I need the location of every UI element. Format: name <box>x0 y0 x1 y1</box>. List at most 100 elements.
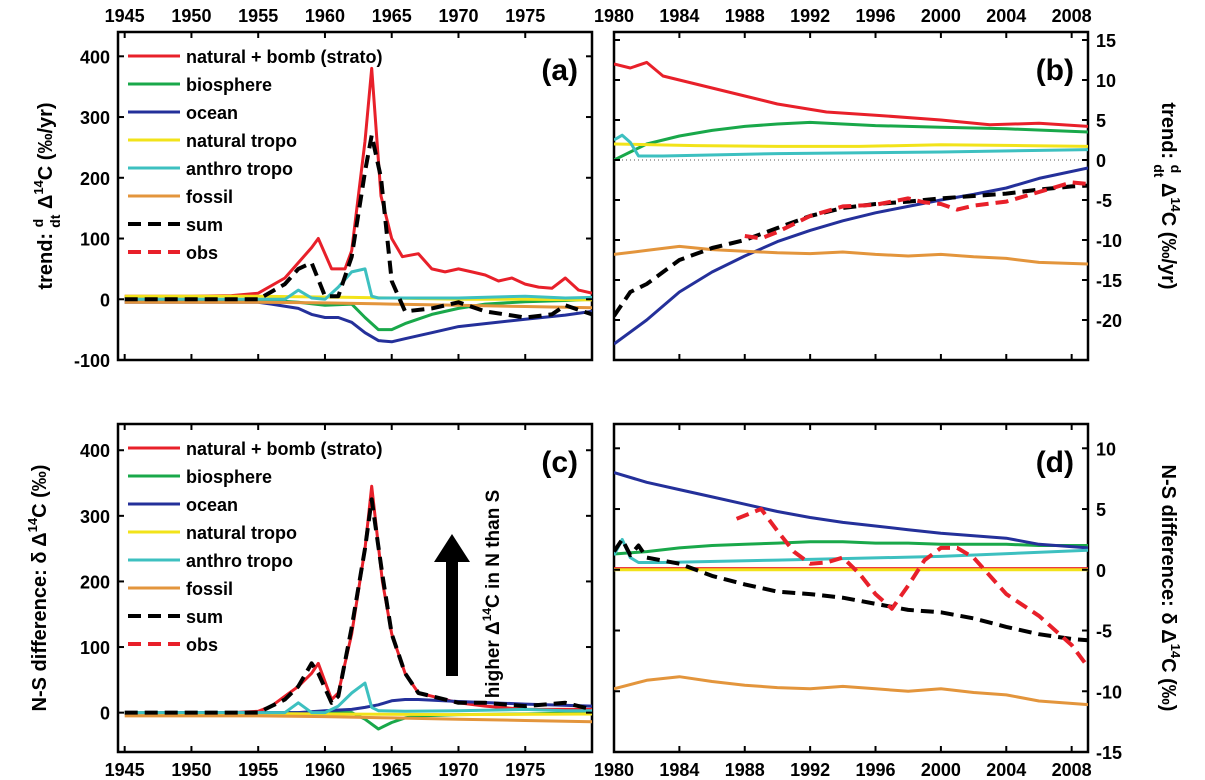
panel-c-xtick-label: 1950 <box>171 760 211 780</box>
panel-a-legend-label-sum: sum <box>186 215 223 235</box>
panel-c-xtick-label: 1970 <box>438 760 478 780</box>
panel-c-ytick-label: 100 <box>80 638 110 658</box>
panel-c-xtick-label: 1975 <box>505 760 545 780</box>
panel-a-legend-label-biosphere: biosphere <box>186 75 272 95</box>
panel-a-legend-label-natural-tropo: natural tropo <box>186 131 297 151</box>
panel-a-legend-label-ocean: ocean <box>186 103 238 123</box>
panel-a-xtick-label: 1960 <box>305 6 345 26</box>
panel-b-ytick-label: 5 <box>1096 111 1106 131</box>
panel-c-annotation: higher Δ14C in N than S <box>480 490 504 699</box>
panel-a-ytick-label: 200 <box>80 169 110 189</box>
panel-c-ytick-label: 200 <box>80 572 110 592</box>
panel-d-ytick-label: -5 <box>1096 622 1112 642</box>
panel-d-series-sum <box>614 537 1088 643</box>
panel-b-series-anthro-tropo <box>614 133 1088 158</box>
panel-b-xtick-label: 1988 <box>725 6 765 26</box>
panel-c-xtick-label: 1955 <box>238 760 278 780</box>
panel-d-series-anthro-tropo <box>614 537 1088 564</box>
panel-a-legend-label-anthro-tropo: anthro tropo <box>186 159 293 179</box>
panel-a-ytick-label: -100 <box>74 351 110 371</box>
panel-b-xtick-label: 1992 <box>790 6 830 26</box>
panel-b-ylabel: trend: ddt Δ14C (‰/yr) <box>1151 102 1184 289</box>
panel-b-xtick-label: 1980 <box>594 6 634 26</box>
panel-b-ytick-label: -5 <box>1096 191 1112 211</box>
panel-c-ytick-label: 0 <box>100 704 110 724</box>
panel-d-frame <box>612 422 1090 754</box>
panel-d-series-ocean <box>614 471 1088 550</box>
panel-a-ytick-label: 400 <box>80 47 110 67</box>
panel-b-frame <box>612 30 1090 362</box>
panel-a-legend-label-obs: obs <box>186 243 218 263</box>
panel-b-series-fossil <box>614 244 1088 266</box>
panel-b-xtick-label: 2000 <box>921 6 961 26</box>
panel-d-xtick-label: 1988 <box>725 760 765 780</box>
panel-b-xtick-label: 2008 <box>1052 6 1092 26</box>
panel-a-series-ocean <box>124 300 592 344</box>
panel-c-frame <box>116 422 594 754</box>
panel-c-series-fossil <box>124 714 592 724</box>
panel-a-frame <box>116 30 594 362</box>
panel-b-ytick-label: -15 <box>1096 271 1122 291</box>
panel-d-series-obs <box>735 507 1088 669</box>
panel-c-ylabel: N-S difference: δ Δ14C (‰) <box>25 465 51 712</box>
svg-text:trend: ddt Δ14C (‰/yr): trend: ddt Δ14C (‰/yr) <box>30 102 63 289</box>
panel-b-series-natural-bomb-strato <box>614 60 1088 128</box>
panel-d-xtick-label: 2004 <box>986 760 1026 780</box>
panel-c-legend-label-biosphere: biosphere <box>186 467 272 487</box>
panel-c-legend-label-sum: sum <box>186 607 223 627</box>
panel-d-ylabel: N-S difference: δ Δ14C (‰) <box>1157 465 1183 712</box>
panel-c-series-anthro-tropo <box>124 681 592 715</box>
panel-a-letter: (a) <box>541 54 578 87</box>
panel-c-ytick-label: 400 <box>80 441 110 461</box>
panel-b-xtick-label: 1984 <box>659 6 699 26</box>
panel-d-xtick-label: 2000 <box>921 760 961 780</box>
panel-c-xtick-label: 1965 <box>372 760 412 780</box>
panel-a-series-anthro-tropo <box>124 267 592 301</box>
panel-d-ytick-label: 10 <box>1096 439 1116 459</box>
panel-b-series-obs <box>744 180 1088 241</box>
panel-c-series-sum <box>124 497 592 715</box>
panel-c-legend-label-fossil: fossil <box>186 579 233 599</box>
panel-c-xtick-label: 1960 <box>305 760 345 780</box>
up-arrow-icon <box>434 534 470 676</box>
panel-a-legend-label-fossil: fossil <box>186 187 233 207</box>
panel-a-series-sum <box>124 133 592 320</box>
panel-a-xtick-label: 1970 <box>438 6 478 26</box>
panel-a-xtick-label: 1975 <box>505 6 545 26</box>
svg-text:higher Δ14C in N than S: higher Δ14C in N than S <box>480 490 504 699</box>
panel-d-xtick-label: 1980 <box>594 760 634 780</box>
panel-c-legend-label-obs: obs <box>186 635 218 655</box>
panel-d-series-fossil <box>614 675 1088 707</box>
panel-d-ytick-label: 5 <box>1096 500 1106 520</box>
panel-b-xtick-label: 2004 <box>986 6 1026 26</box>
panel-a-ytick-label: 0 <box>100 290 110 310</box>
panel-b-ytick-label: 15 <box>1096 31 1116 51</box>
panel-a-ytick-label: 300 <box>80 108 110 128</box>
panel-b-ytick-label: 10 <box>1096 71 1116 91</box>
panel-a-xtick-label: 1950 <box>171 6 211 26</box>
panel-d-series-biosphere <box>614 540 1088 556</box>
panel-c-legend-label-natural-bomb-strato: natural + bomb (strato) <box>186 439 383 459</box>
panel-a-series-fossil <box>124 300 592 310</box>
panel-d-xtick-label: 1992 <box>790 760 830 780</box>
panel-b-letter: (b) <box>1036 54 1074 87</box>
panel-c-legend-label-natural-tropo: natural tropo <box>186 523 297 543</box>
panel-a-ytick-label: 100 <box>80 230 110 250</box>
panel-d-ytick-label: -10 <box>1096 682 1122 702</box>
panel-c-letter: (c) <box>541 446 578 479</box>
panel-d-ytick-label: -15 <box>1096 743 1122 763</box>
panel-d-ytick-label: 0 <box>1096 561 1106 581</box>
panel-a-legend-label-natural-bomb-strato: natural + bomb (strato) <box>186 47 383 67</box>
panel-d-xtick-label: 1984 <box>659 760 699 780</box>
panel-c-legend-label-anthro-tropo: anthro tropo <box>186 551 293 571</box>
panel-d-letter: (d) <box>1036 446 1074 479</box>
panel-c-legend-label-ocean: ocean <box>186 495 238 515</box>
panel-d-xtick-label: 1996 <box>855 760 895 780</box>
panel-b-series-natural-tropo <box>614 142 1088 148</box>
panel-b-xtick-label: 1996 <box>855 6 895 26</box>
svg-text:trend: ddt Δ14C (‰/yr): trend: ddt Δ14C (‰/yr) <box>1151 102 1184 289</box>
panel-b-ytick-label: -20 <box>1096 311 1122 331</box>
panel-b-series-ocean <box>614 166 1088 346</box>
panel-a-series-natural-bomb-strato <box>124 66 592 298</box>
